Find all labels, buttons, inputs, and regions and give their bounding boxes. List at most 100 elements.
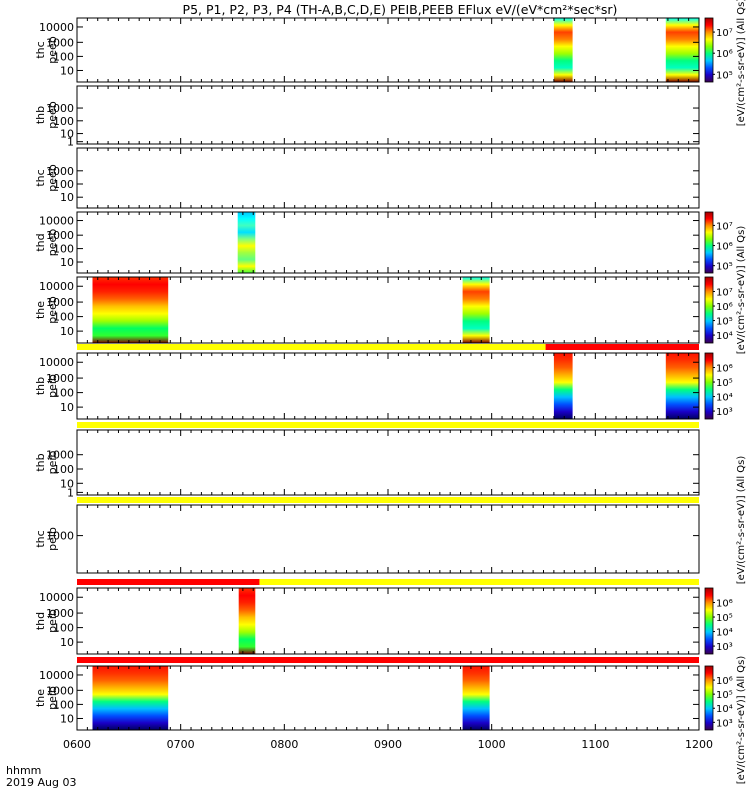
colorbar: [704, 587, 714, 655]
y-tick-label: 1000: [46, 102, 74, 115]
panel-ylabel: thb: [34, 453, 47, 471]
panel-ylabel: thd: [34, 612, 47, 630]
colorbar-tick-label: 10³: [716, 718, 733, 729]
y-tick-label: 100: [53, 698, 74, 711]
colorbar-side-labels: [eV/(cm²-s-sr-eV)] (All Qs) [eV/(cm²-s-sr…: [736, 0, 747, 784]
spectrogram-block: [665, 18, 699, 82]
y-tick-label: 1000: [46, 229, 74, 242]
status-bar: [77, 422, 699, 428]
colorbar-units-label: [eV/(cm²-s-sr-eV)] (All Qs): [736, 0, 747, 126]
x-tick-label: 1100: [581, 738, 609, 751]
y-tick-label: 100: [53, 50, 74, 63]
y-tick-label: 1: [67, 486, 74, 499]
panel-frame: [76, 587, 700, 655]
colorbar-units-label: [eV/(cm²-s-sr-eV)] (All Qs): [736, 226, 747, 355]
colorbar: [704, 276, 714, 344]
spectrogram-block: [92, 277, 169, 343]
panel-frame: [76, 665, 700, 731]
spectrogram-block: [462, 666, 490, 730]
colorbar: [704, 17, 714, 83]
colorbar-tick-label: 10⁶: [716, 302, 733, 313]
date-label: 2019 Aug 03: [6, 776, 76, 789]
panel-ylabel: peib: [46, 451, 59, 475]
colorbar-tick-label: 10⁴: [716, 704, 733, 715]
y-tick-label: 1000: [46, 530, 74, 543]
panel-ylabel: the: [34, 689, 47, 707]
colorbar-tick-label: 10⁴: [716, 331, 733, 342]
y-tick-label: 1000: [46, 296, 74, 309]
status-bar: [77, 344, 546, 350]
y-tick-label: 10: [60, 128, 74, 141]
panel-ylabel: thc: [34, 169, 47, 186]
x-tick-label: 1200: [685, 738, 713, 751]
panel-frame: [76, 276, 700, 344]
status-bar: [259, 579, 699, 585]
spectrogram-block: [665, 353, 699, 419]
colorbar-tick-label: 10⁵: [716, 262, 733, 273]
y-tick-label: 10: [60, 325, 74, 338]
colorbar-tick-label: 10⁶: [716, 242, 733, 253]
y-tick-label: 10000: [39, 591, 74, 604]
panel-ylabel: peeb: [46, 164, 59, 192]
y-tick-label: 100: [53, 622, 74, 635]
y-tick-label: 10: [60, 477, 74, 490]
panel-ylabel: thb: [34, 106, 47, 124]
y-tick-label: 1000: [46, 165, 74, 178]
panel-frame: [76, 17, 700, 83]
y-tick-label: 1000: [46, 607, 74, 620]
y-tick-label: 10000: [39, 21, 74, 34]
y-tick-label: 100: [53, 178, 74, 191]
panel-ylabel: peib: [46, 686, 59, 710]
spectrogram-block: [553, 18, 573, 82]
time-label: hhmm: [6, 764, 41, 777]
panel-frame: [76, 147, 700, 209]
y-tick-label: 100: [53, 243, 74, 256]
y-tick-label: 10000: [39, 215, 74, 228]
x-tick-label: 0600: [63, 738, 91, 751]
spectrogram-block: [92, 666, 169, 730]
colorbar-tick-label: 10⁵: [716, 317, 733, 328]
panel-ylabel: peeb: [46, 229, 59, 257]
colorbar-units-label: [eV/(cm²-s-sr-eV)] (All Qs): [736, 656, 747, 785]
panel-ylabel: peeb: [46, 36, 59, 64]
spectrogram-block: [237, 212, 256, 273]
y-tick-label: 100: [53, 115, 74, 128]
spectrogram-block: [238, 588, 256, 654]
y-tick-label: 100: [53, 387, 74, 400]
y-tick-label: 10: [60, 256, 74, 269]
y-tick-label: 1000: [46, 36, 74, 49]
panel-frame: [76, 429, 700, 496]
figure-title: P5, P1, P2, P3, P4 (TH-A,B,C,D,E) PEIB,P…: [183, 2, 618, 17]
colorbar-tick-label: 10⁶: [716, 599, 733, 610]
panel-ylabel: thc: [34, 530, 47, 547]
panel-ylabel: peeb: [46, 296, 59, 324]
panel-ylabel: peib: [46, 527, 59, 551]
colorbar-tick-label: 10⁵: [716, 70, 733, 81]
colorbar: [704, 211, 714, 274]
colorbar-tick-label: 10⁷: [716, 288, 733, 299]
y-tick-label: 1000: [46, 684, 74, 697]
status-bar: [545, 344, 699, 350]
colorbar-tick-label: 10⁵: [716, 378, 733, 389]
status-bar: [77, 497, 699, 503]
colorbar-tick-label: 10⁶: [716, 49, 733, 60]
x-tick-label: 0700: [167, 738, 195, 751]
y-tick-label: 10: [60, 64, 74, 77]
y-tick-label: 10000: [39, 669, 74, 682]
colorbar-tick-label: 10⁶: [716, 676, 733, 687]
colorbar-tick-label: 10³: [716, 407, 733, 418]
colorbar-tick-label: 10⁵: [716, 613, 733, 624]
x-tick-label: 0900: [374, 738, 402, 751]
